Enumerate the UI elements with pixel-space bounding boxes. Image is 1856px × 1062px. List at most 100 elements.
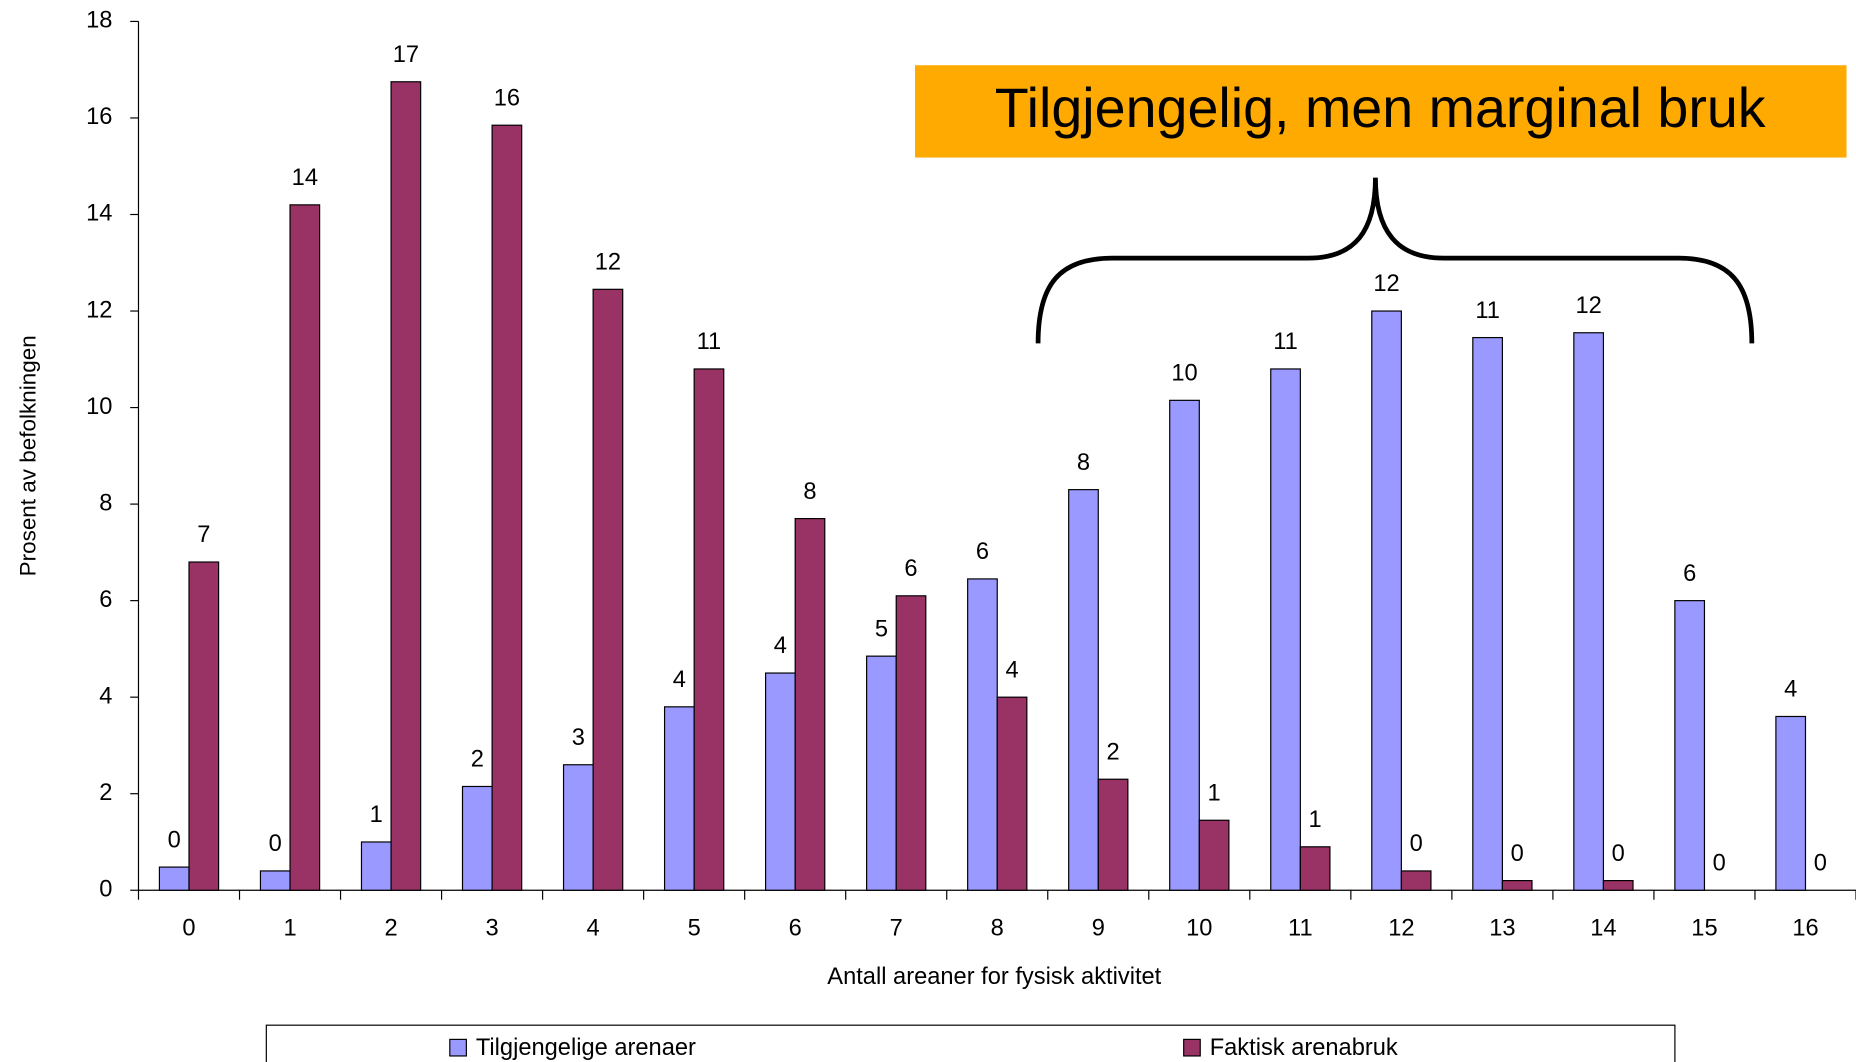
value-label: 7 [197, 522, 210, 548]
value-label: 1 [370, 802, 383, 828]
x-tick-label: 9 [1092, 916, 1105, 942]
x-tick-label: 11 [1288, 916, 1313, 942]
bar [592, 288, 624, 891]
value-label: 10 [1171, 361, 1197, 387]
bar [895, 595, 927, 891]
value-label: 8 [1077, 450, 1090, 476]
x-tick-label: 4 [587, 916, 600, 942]
value-label: 0 [269, 831, 282, 857]
value-label: 11 [1273, 329, 1298, 355]
value-label: 16 [494, 85, 520, 111]
bar [866, 655, 897, 891]
bar [259, 870, 291, 891]
value-label: 14 [292, 165, 318, 191]
x-tick-label: 0 [182, 916, 195, 942]
value-label: 11 [1475, 298, 1500, 324]
bar [1299, 846, 1331, 891]
bar [1602, 879, 1634, 891]
x-tick-label: 16 [1792, 916, 1818, 942]
x-tick-label: 13 [1489, 916, 1515, 942]
bar [765, 672, 796, 891]
legend-label: Tilgjengelige arenaer [476, 1035, 696, 1061]
bar [1270, 368, 1301, 891]
value-label: 5 [875, 616, 888, 642]
y-axis-label: Prosent av befolkningen [16, 335, 41, 576]
value-label: 1 [1208, 780, 1221, 806]
legend-box [265, 1024, 1676, 1062]
bar [1097, 778, 1129, 891]
y-tick-label: 4 [99, 683, 112, 709]
bar [289, 204, 321, 891]
bar [360, 841, 392, 891]
bar [1472, 336, 1503, 891]
bar [1198, 819, 1230, 891]
value-label: 0 [1612, 841, 1625, 867]
y-tick-label: 8 [99, 490, 112, 516]
value-label: 3 [572, 725, 585, 751]
bar [693, 368, 725, 891]
bar [491, 124, 523, 891]
x-tick-label: 6 [789, 916, 802, 942]
x-tick-label: 15 [1691, 916, 1717, 942]
legend-label: Faktisk arenabruk [1210, 1035, 1398, 1061]
y-tick-label: 18 [86, 8, 112, 34]
value-label: 0 [1410, 831, 1423, 857]
value-label: 8 [803, 479, 816, 505]
value-label: 4 [1784, 677, 1797, 703]
value-label: 2 [1106, 739, 1119, 765]
x-axis-label: Antall areaner for fysisk aktivitet [827, 964, 1161, 990]
value-label: 11 [697, 329, 722, 355]
y-tick-label: 12 [86, 297, 112, 323]
x-tick-label: 3 [486, 916, 499, 942]
brace [1035, 177, 1755, 344]
bar [461, 785, 493, 891]
y-tick-label: 2 [99, 780, 112, 806]
bar [1400, 870, 1432, 891]
bar [996, 696, 1028, 891]
legend-swatch [449, 1038, 467, 1057]
x-tick-label: 7 [890, 916, 903, 942]
bar [1501, 879, 1533, 891]
y-tick-label: 6 [99, 587, 112, 613]
bar [663, 706, 695, 891]
y-tick-label: 0 [99, 876, 112, 902]
legend-swatch [1183, 1038, 1201, 1057]
value-label: 17 [393, 42, 419, 68]
value-label: 4 [673, 667, 686, 693]
x-tick-label: 5 [688, 916, 701, 942]
value-label: 4 [774, 633, 787, 659]
value-label: 0 [168, 827, 181, 853]
bar [1775, 715, 1807, 891]
bar [158, 866, 190, 891]
x-tick-label: 14 [1590, 916, 1616, 942]
bar [562, 764, 594, 891]
bar [1068, 489, 1099, 891]
bar [794, 517, 826, 891]
bar [967, 578, 998, 891]
x-tick-label: 1 [283, 916, 296, 942]
value-label: 2 [471, 747, 484, 773]
bar [390, 81, 422, 891]
annotation-box [914, 65, 1847, 158]
y-tick-label: 16 [86, 104, 112, 130]
value-label: 12 [1575, 293, 1601, 319]
value-label: 6 [976, 539, 989, 565]
value-label: 0 [1511, 841, 1524, 867]
y-tick-label: 10 [86, 394, 112, 420]
value-label: 6 [904, 556, 917, 582]
value-label: 12 [595, 250, 621, 276]
value-label: 12 [1373, 271, 1399, 297]
x-tick-label: 8 [991, 916, 1004, 942]
bar [188, 561, 220, 891]
value-label: 6 [1683, 561, 1696, 587]
y-tick-label: 14 [86, 201, 112, 227]
bar [1169, 399, 1200, 891]
value-label: 0 [1814, 850, 1827, 876]
bar [1674, 600, 1706, 891]
annotation: Tilgjengelig, men marginal bruk [995, 77, 1766, 139]
bar [1573, 332, 1605, 891]
bar [1371, 310, 1402, 891]
value-label: 4 [1005, 657, 1018, 683]
